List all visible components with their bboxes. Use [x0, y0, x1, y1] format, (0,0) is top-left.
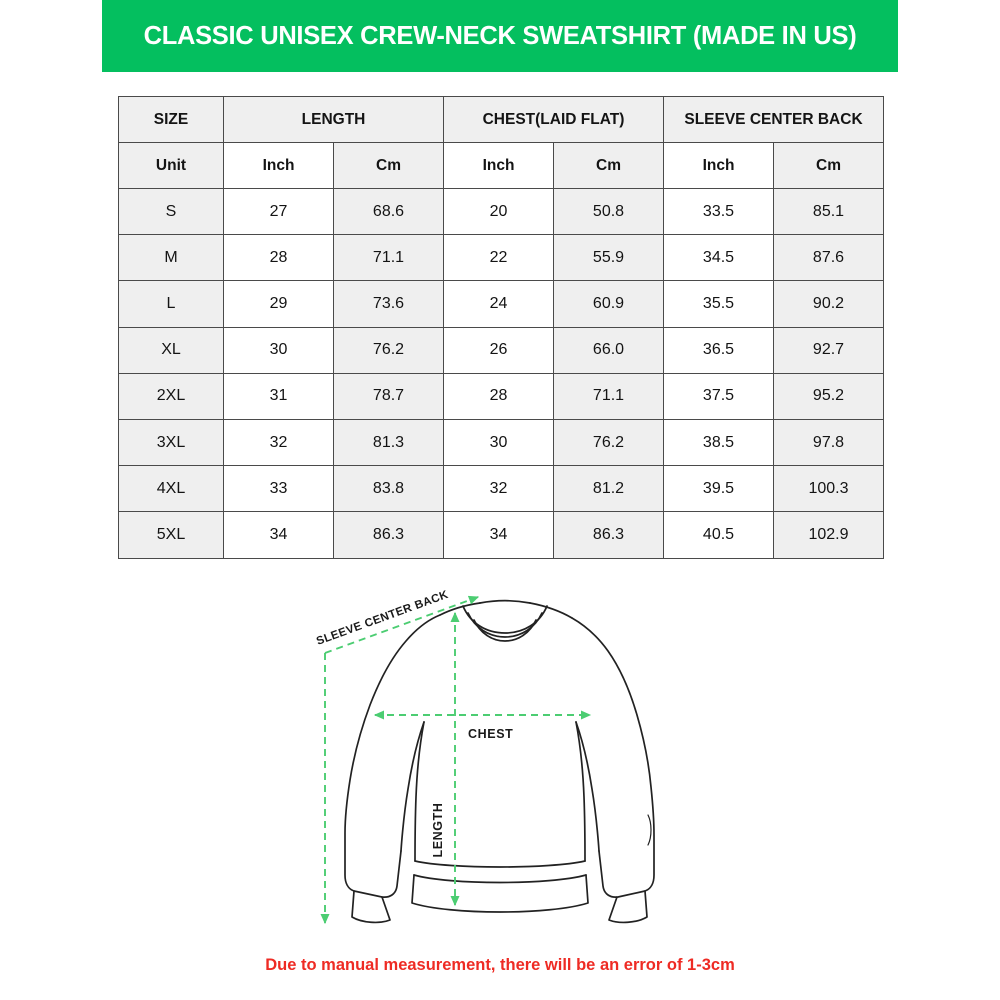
cell-sleeve-inch: 39.5	[663, 465, 774, 513]
cell-sleeve-cm: 92.7	[773, 326, 884, 374]
cell-length-inch: 32	[223, 418, 334, 467]
cell-size: 3XL	[118, 418, 224, 467]
table-row: 2XL 31 78.7 28 71.1 37.5 95.2	[118, 372, 884, 420]
cell-sleeve-cm: 102.9	[773, 511, 884, 559]
cell-sleeve-inch: 33.5	[663, 187, 774, 236]
diagram-label-sleeve-center-back: SLEEVE CENTER BACK	[315, 589, 450, 648]
cell-sleeve-inch: 35.5	[663, 280, 774, 328]
cell-chest-cm: 50.8	[553, 187, 664, 236]
cell-chest-cm: 76.2	[553, 418, 664, 467]
column-header-length: LENGTH	[223, 96, 444, 143]
diagram-label-length: LENGTH	[431, 803, 445, 858]
unit-header-chest-inch: Inch	[443, 142, 554, 189]
garment-measurement-diagram: SLEEVE CENTER BACK CHEST LENGTH	[300, 575, 700, 935]
table-unit-header-row: Unit Inch Cm Inch Cm Inch Cm	[118, 142, 884, 189]
cell-length-inch: 29	[223, 280, 334, 328]
cell-sleeve-cm: 87.6	[773, 234, 884, 282]
cell-sleeve-cm: 97.8	[773, 418, 884, 467]
table-row: 4XL 33 83.8 32 81.2 39.5 100.3	[118, 465, 884, 513]
table-group-header-row: SIZE LENGTH CHEST(LAID FLAT) SLEEVE CENT…	[118, 96, 884, 143]
cell-chest-inch: 26	[443, 326, 554, 374]
table-row: M 28 71.1 22 55.9 34.5 87.6	[118, 234, 884, 282]
measurement-disclaimer: Due to manual measurement, there will be…	[265, 956, 735, 974]
cell-length-inch: 33	[223, 465, 334, 513]
cell-chest-cm: 60.9	[553, 280, 664, 328]
cell-size: M	[118, 234, 224, 282]
cell-size: 4XL	[118, 465, 224, 513]
unit-header-size: Unit	[118, 142, 224, 189]
cell-chest-cm: 66.0	[553, 326, 664, 374]
cell-sleeve-inch: 38.5	[663, 418, 774, 467]
cell-chest-inch: 34	[443, 511, 554, 559]
cell-chest-cm: 86.3	[553, 511, 664, 559]
cell-chest-inch: 22	[443, 234, 554, 282]
unit-header-sleeve-inch: Inch	[663, 142, 774, 189]
table-row: 5XL 34 86.3 34 86.3 40.5 102.9	[118, 511, 884, 559]
column-header-chest: CHEST(LAID FLAT)	[443, 96, 664, 143]
diagram-label-chest: CHEST	[468, 727, 513, 741]
cell-length-inch: 28	[223, 234, 334, 282]
size-chart-table-container: SIZE LENGTH CHEST(LAID FLAT) SLEEVE CENT…	[118, 96, 884, 559]
sweatshirt-outline-icon	[344, 599, 655, 924]
cell-length-inch: 34	[223, 511, 334, 559]
cell-length-inch: 27	[223, 187, 334, 236]
table-row: 3XL 32 81.3 30 76.2 38.5 97.8	[118, 418, 884, 467]
unit-header-length-cm: Cm	[333, 142, 444, 189]
sleeve-measure-line	[324, 595, 480, 654]
unit-header-sleeve-cm: Cm	[773, 142, 884, 189]
cell-size: L	[118, 280, 224, 328]
cell-size: XL	[118, 326, 224, 374]
cell-chest-inch: 28	[443, 372, 554, 420]
cell-length-cm: 83.8	[333, 465, 444, 513]
table-row: L 29 73.6 24 60.9 35.5 90.2	[118, 280, 884, 328]
cell-sleeve-inch: 37.5	[663, 372, 774, 420]
table-row: XL 30 76.2 26 66.0 36.5 92.7	[118, 326, 884, 374]
size-chart-table: SIZE LENGTH CHEST(LAID FLAT) SLEEVE CENT…	[118, 96, 884, 559]
cell-length-cm: 71.1	[333, 234, 444, 282]
cell-sleeve-cm: 95.2	[773, 372, 884, 420]
unit-header-length-inch: Inch	[223, 142, 334, 189]
cell-sleeve-cm: 85.1	[773, 187, 884, 236]
column-header-sleeve-center-back: SLEEVE CENTER BACK	[663, 96, 884, 143]
cell-chest-inch: 30	[443, 418, 554, 467]
cell-chest-inch: 32	[443, 465, 554, 513]
cell-length-cm: 68.6	[333, 187, 444, 236]
cell-length-cm: 73.6	[333, 280, 444, 328]
cell-size: 2XL	[118, 372, 224, 420]
cell-length-inch: 30	[223, 326, 334, 374]
page-title: CLASSIC UNISEX CREW-NECK SWEATSHIRT (MAD…	[143, 21, 857, 50]
cell-length-cm: 81.3	[333, 418, 444, 467]
column-header-size: SIZE	[118, 96, 224, 143]
cell-size: S	[118, 187, 224, 236]
table-row: S 27 68.6 20 50.8 33.5 85.1	[118, 187, 884, 236]
cell-sleeve-inch: 36.5	[663, 326, 774, 374]
cell-sleeve-cm: 100.3	[773, 465, 884, 513]
cell-sleeve-inch: 34.5	[663, 234, 774, 282]
size-chart-table-body: S 27 68.6 20 50.8 33.5 85.1 M 28 71.1 22…	[118, 187, 884, 559]
cell-chest-inch: 24	[443, 280, 554, 328]
cell-chest-cm: 81.2	[553, 465, 664, 513]
unit-header-chest-cm: Cm	[553, 142, 664, 189]
cell-length-inch: 31	[223, 372, 334, 420]
cell-length-cm: 78.7	[333, 372, 444, 420]
cell-chest-inch: 20	[443, 187, 554, 236]
header-banner: CLASSIC UNISEX CREW-NECK SWEATSHIRT (MAD…	[102, 0, 898, 72]
cell-sleeve-cm: 90.2	[773, 280, 884, 328]
cell-length-cm: 86.3	[333, 511, 444, 559]
cell-length-cm: 76.2	[333, 326, 444, 374]
cell-size: 5XL	[118, 511, 224, 559]
cell-chest-cm: 71.1	[553, 372, 664, 420]
cell-sleeve-inch: 40.5	[663, 511, 774, 559]
cell-chest-cm: 55.9	[553, 234, 664, 282]
